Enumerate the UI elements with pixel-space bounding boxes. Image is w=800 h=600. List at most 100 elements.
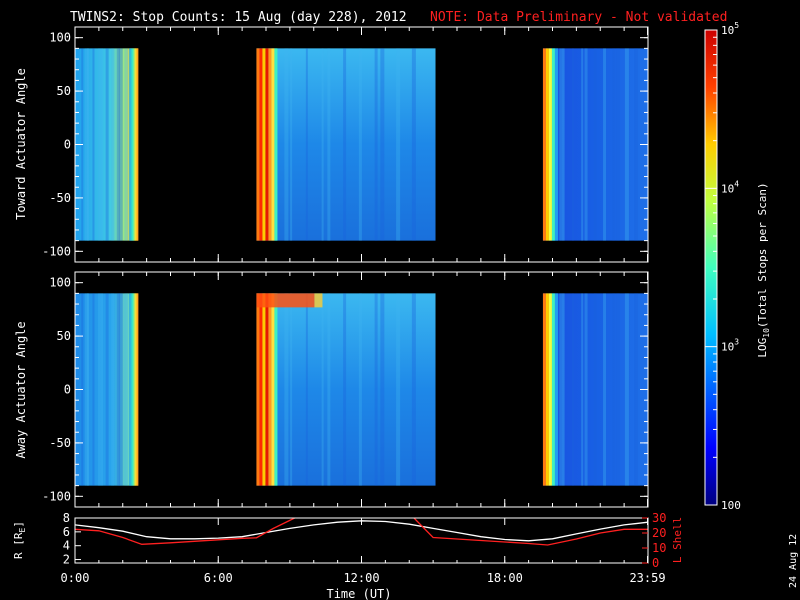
data-streak bbox=[343, 48, 347, 241]
right-y-tick-label: 20 bbox=[652, 526, 666, 540]
data-streak bbox=[559, 293, 564, 486]
data-streak bbox=[584, 293, 588, 486]
data-streak bbox=[358, 48, 362, 241]
data-streak bbox=[634, 48, 639, 241]
hot-edge-band bbox=[542, 293, 546, 486]
data-streak bbox=[603, 293, 607, 486]
hot-edge bbox=[129, 293, 139, 486]
data-streak bbox=[624, 293, 629, 486]
colorbar-tick-exp: 5 bbox=[734, 21, 739, 30]
data-streak bbox=[116, 48, 120, 241]
right-y-tick-label: 30 bbox=[652, 511, 666, 525]
colorbar-tick-base: 10 bbox=[721, 341, 734, 354]
data-streak bbox=[562, 48, 565, 241]
left-y-tick-label: 4 bbox=[63, 539, 70, 553]
hot-edge-band bbox=[551, 48, 555, 241]
colorbar-label-main: LOG bbox=[756, 338, 769, 358]
orbit-xlabel: Time (UT) bbox=[326, 587, 391, 600]
data-streak bbox=[571, 293, 574, 486]
plot-background bbox=[75, 518, 648, 563]
data-streak bbox=[124, 48, 129, 241]
hot-edge-band bbox=[262, 48, 266, 241]
y-tick-label: -100 bbox=[42, 244, 71, 258]
y-tick-label: 50 bbox=[57, 84, 71, 98]
preliminary-note: NOTE: Data Preliminary - Not validated bbox=[430, 10, 727, 25]
data-streak bbox=[581, 293, 584, 486]
hot-edge-band bbox=[265, 293, 269, 486]
hot-edge-band bbox=[268, 293, 272, 486]
colorbar-tick-exp: 3 bbox=[734, 338, 739, 347]
data-streak bbox=[411, 48, 416, 241]
orbit-left-ylabel-main: R [R bbox=[12, 532, 25, 559]
data-streak bbox=[374, 48, 378, 241]
colorbar-tick-base: 100 bbox=[721, 499, 741, 512]
data-streak bbox=[624, 48, 629, 241]
data-streak bbox=[111, 293, 115, 486]
data-streak bbox=[615, 48, 620, 241]
toward-heatmap-panel: 100 50 0 -50 -100 bbox=[42, 26, 649, 263]
data-streak bbox=[593, 293, 597, 486]
orbit-left-ylabel: R [RE] bbox=[12, 521, 27, 559]
colorbar-tick-label: 104 bbox=[721, 179, 739, 195]
data-streak bbox=[100, 48, 104, 241]
data-streak bbox=[559, 48, 564, 241]
data-streak bbox=[86, 293, 89, 486]
data-streak bbox=[290, 48, 293, 241]
hot-edge-band bbox=[542, 48, 546, 241]
colorbar-tick-label: 100 bbox=[721, 499, 741, 512]
colorbar-label-sub: 10 bbox=[762, 328, 771, 338]
data-streak bbox=[327, 293, 331, 486]
colorbar-label-rest: (Total Stops per Scan) bbox=[756, 182, 769, 328]
data-streak bbox=[615, 293, 620, 486]
data-streak bbox=[581, 48, 584, 241]
data-streak bbox=[603, 48, 607, 241]
data-streak bbox=[116, 293, 120, 486]
y-tick-label: 50 bbox=[57, 329, 71, 343]
data-streak bbox=[92, 48, 95, 241]
colorbar-label: LOG10(Total Stops per Scan) bbox=[756, 182, 771, 357]
data-block bbox=[256, 48, 436, 241]
generation-date: 24 Aug 12 bbox=[788, 533, 799, 588]
data-streak bbox=[118, 293, 123, 486]
data-streak bbox=[634, 293, 639, 486]
hot-edge-band bbox=[259, 48, 263, 241]
data-streak bbox=[571, 48, 574, 241]
data-block bbox=[542, 293, 648, 486]
data-streak bbox=[374, 293, 378, 486]
hot-edge-band bbox=[262, 293, 266, 486]
right-y-tick-label: 0 bbox=[652, 556, 659, 570]
orbit-left-ylabel-sub: E bbox=[18, 527, 27, 532]
data-streak bbox=[98, 48, 101, 241]
data-streak bbox=[327, 48, 331, 241]
data-streak bbox=[612, 48, 616, 241]
data-streak bbox=[321, 293, 324, 486]
hot-edge-band bbox=[271, 293, 275, 486]
orbit-left-ylabel-close: ] bbox=[12, 521, 25, 528]
y-tick-label: 0 bbox=[64, 383, 71, 397]
data-streak bbox=[284, 48, 289, 241]
hot-edge-band bbox=[256, 293, 260, 486]
data-streak bbox=[105, 48, 109, 241]
hot-edge-band bbox=[274, 293, 278, 486]
data-block bbox=[256, 293, 436, 486]
hot-edge-band bbox=[548, 48, 552, 241]
data-streak bbox=[84, 48, 89, 241]
chart-title: TWINS2: Stop Counts: 15 Aug (day 228), 2… bbox=[70, 10, 407, 25]
data-streak bbox=[612, 293, 616, 486]
y-tick-label: -50 bbox=[49, 191, 71, 205]
hot-edge-band bbox=[545, 293, 549, 486]
data-streak bbox=[593, 48, 597, 241]
hot-edge-band bbox=[554, 48, 558, 241]
data-streak bbox=[111, 48, 115, 241]
y-tick-label: -100 bbox=[42, 489, 71, 503]
hot-edge-band bbox=[265, 48, 269, 241]
hot-edge-band bbox=[554, 293, 558, 486]
data-streak bbox=[584, 48, 588, 241]
orbit-right-ylabel: L Shell bbox=[671, 517, 684, 563]
data-streak bbox=[98, 293, 101, 486]
colorbar-tick-base: 10 bbox=[721, 24, 734, 37]
data-streak bbox=[358, 293, 362, 486]
left-y-tick-label: 2 bbox=[63, 553, 70, 567]
